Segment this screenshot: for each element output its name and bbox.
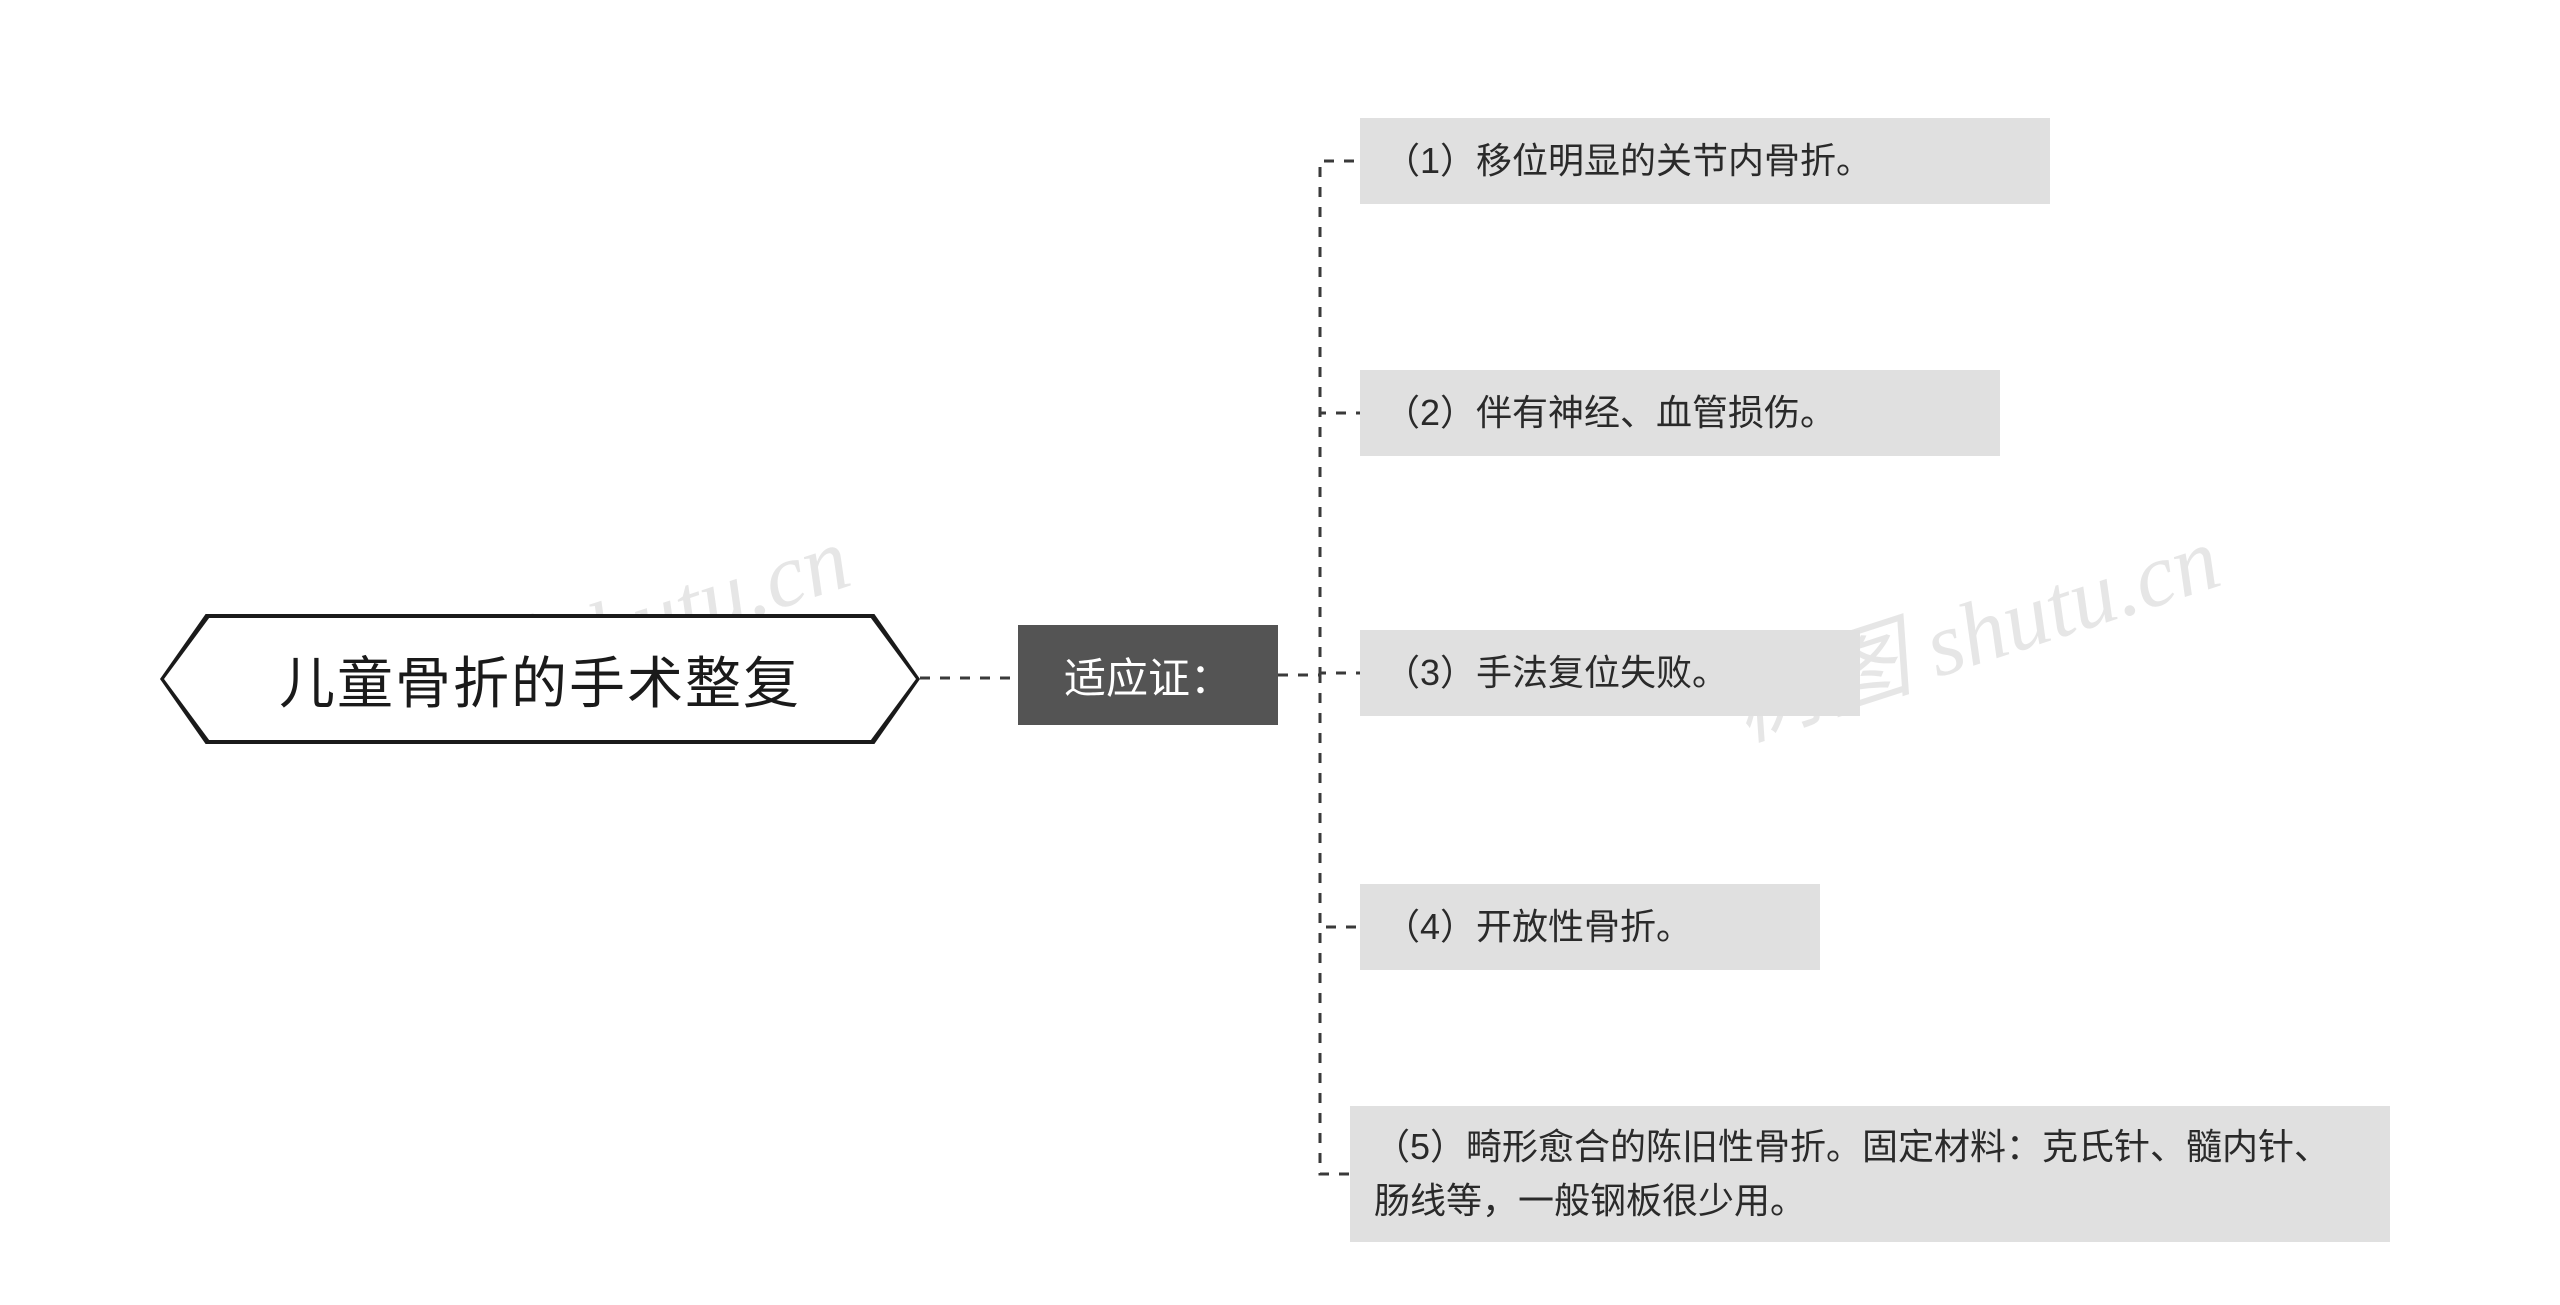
leaf-node: （1）移位明显的关节内骨折。 — [1360, 118, 2050, 204]
leaf-node: （2）伴有神经、血管损伤。 — [1360, 370, 2000, 456]
leaf-label: （1）移位明显的关节内骨折。 — [1384, 134, 1872, 188]
mid-label: 适应证： — [1064, 645, 1232, 706]
leaf-label: （3）手法复位失败。 — [1384, 646, 1728, 700]
leaf-node: （4）开放性骨折。 — [1360, 884, 1820, 970]
leaf-node: （3）手法复位失败。 — [1360, 630, 1860, 716]
mid-node: 适应证： — [1018, 625, 1278, 725]
leaf-label: （5）畸形愈合的陈旧性骨折。固定材料：克氏针、髓内针、肠线等，一般钢板很少用。 — [1374, 1120, 2366, 1228]
leaf-label: （4）开放性骨折。 — [1384, 900, 1692, 954]
root-node: 儿童骨折的手术整复 — [160, 614, 920, 744]
leaf-node: （5）畸形愈合的陈旧性骨折。固定材料：克氏针、髓内针、肠线等，一般钢板很少用。 — [1350, 1106, 2390, 1242]
watermark: 树图 shutu.cn — [1712, 485, 2232, 765]
leaf-label: （2）伴有神经、血管损伤。 — [1384, 386, 1836, 440]
root-label: 儿童骨折的手术整复 — [279, 639, 801, 720]
diagram-canvas: 树图 shutu.cn 树图 shutu.cn 儿童骨折的手术整复 适应证： （… — [0, 0, 2560, 1305]
